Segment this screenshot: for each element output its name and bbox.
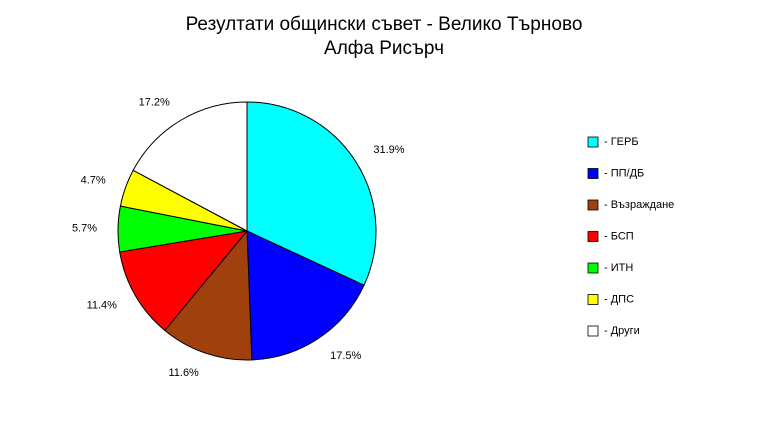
value-label: 31.9% [373,144,404,156]
legend-swatch [587,294,599,305]
value-label: 11.6% [168,367,199,379]
legend-swatch [587,231,599,242]
legend-label: - ГЕРБ [604,136,639,148]
legend-label: - Възраждане [604,199,674,211]
chart-title: Резултати общински съвет - Велико Търнов… [186,14,583,35]
legend-label: - Други [604,325,640,337]
value-label: 17.2% [139,96,170,108]
pie-slice [132,101,248,232]
pie-slice [246,230,365,361]
legend-label: - ПП/ДБ [604,167,644,179]
legend-label: - ДПС [604,293,634,305]
value-label: 11.4% [87,300,118,312]
value-label: 5.7% [72,223,97,235]
pie-slice [164,229,253,361]
legend-swatch [587,262,599,274]
legend-swatch [587,199,599,211]
legend-swatch [587,325,599,337]
chart-subtitle: Алфа Рисърч [324,38,444,59]
value-label: 17.5% [330,350,361,362]
legend-label: - БСП [604,230,634,242]
legend-swatch [587,168,599,179]
value-label: 4.7% [81,175,106,187]
legend-swatch [587,136,599,148]
legend-label: - ИТН [604,262,633,274]
pie-slice [246,101,377,286]
pie-slice [119,230,249,332]
